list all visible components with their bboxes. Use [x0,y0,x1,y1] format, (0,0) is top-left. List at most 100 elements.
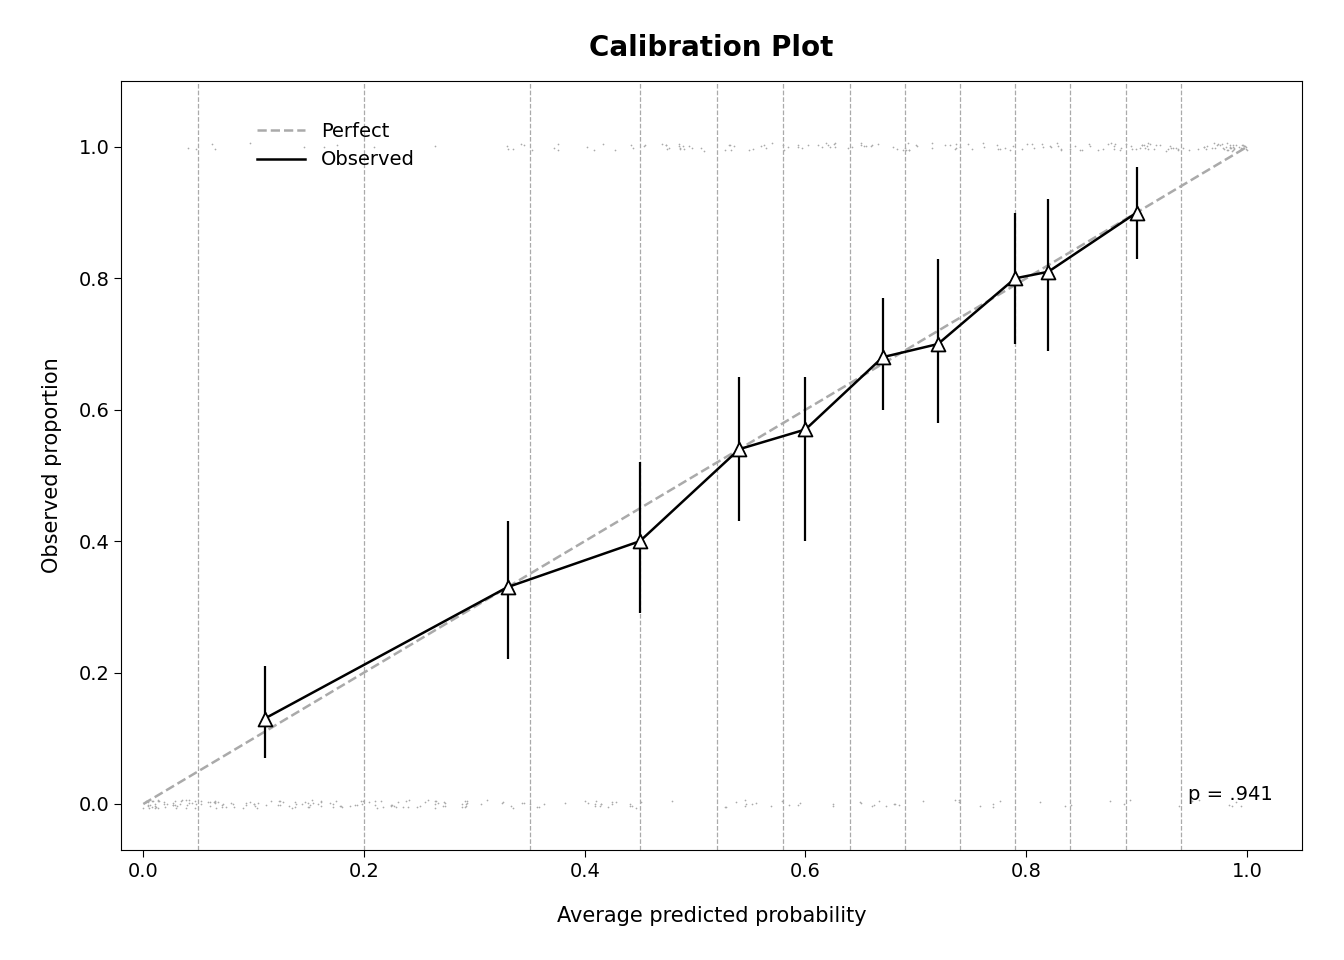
Point [986,141,1008,156]
Point [922,135,943,151]
Point [1003,138,1024,154]
Observed [930,338,946,349]
Point [849,137,871,153]
Point [271,794,293,809]
Point [585,799,606,814]
Point [142,794,164,809]
Point [754,137,775,153]
Point [185,797,207,812]
Point [655,137,676,153]
Point [220,795,242,810]
Point [989,793,1011,808]
Point [1133,138,1154,154]
Point [425,793,446,808]
Point [792,140,813,156]
Point [1110,142,1132,157]
Point [585,794,606,809]
Point [949,139,970,155]
Point [366,801,387,816]
Point [137,797,159,812]
Point [716,799,738,814]
Point [1173,140,1195,156]
Point [788,797,809,812]
Point [1047,138,1068,154]
Point [1120,138,1141,154]
Point [1071,142,1093,157]
Point [718,137,739,153]
Point [202,136,223,152]
Point [1050,142,1071,157]
Point [898,135,919,151]
Point [310,798,332,813]
Point [165,801,187,816]
Point [1129,140,1150,156]
Point [407,799,429,814]
Point [872,349,894,365]
Point [728,442,750,457]
Point [921,140,942,156]
Point [145,799,167,814]
Point [204,800,226,815]
Point [825,139,847,155]
Point [1137,135,1159,151]
Point [190,793,211,808]
Point [689,140,711,156]
Point [849,796,871,811]
Point [176,800,198,815]
Observed [257,713,273,725]
Point [310,793,332,808]
Point [1163,141,1184,156]
Point [327,137,348,153]
Point [773,143,794,158]
Point [1030,795,1051,810]
Point [1126,141,1148,156]
Point [243,796,265,811]
Point [1223,142,1245,157]
Point [284,794,305,809]
Point [1219,140,1241,156]
Point [1060,797,1082,812]
Point [734,798,755,813]
Point [204,793,226,808]
Point [358,795,379,810]
Point [972,135,993,151]
Point [1193,139,1215,155]
Point [433,799,454,814]
Point [207,794,228,809]
Point [1021,136,1043,152]
Point [1228,139,1250,155]
Point [1230,140,1251,156]
Point [476,793,497,808]
Point [320,795,341,810]
Point [153,795,175,810]
Point [141,800,163,815]
Point [625,800,646,815]
Point [1113,797,1134,812]
Point [773,137,794,153]
Point [633,138,655,154]
Point [694,143,715,158]
Point [302,796,324,811]
Point [1203,135,1224,151]
Point [816,135,837,151]
Point [1222,137,1243,153]
Point [148,793,169,808]
Point [1059,141,1081,156]
Point [1004,271,1025,286]
Point [321,800,343,815]
Point [1000,142,1021,157]
Point [156,797,177,812]
Point [895,142,917,157]
Point [329,798,351,813]
Point [778,797,800,812]
Point [715,799,737,814]
Point [1222,798,1243,813]
Point [883,139,905,155]
Point [254,711,276,727]
Point [655,137,676,153]
Point [589,798,610,813]
Point [948,793,969,808]
Point [1207,136,1228,152]
Point [898,142,919,157]
Point [169,793,191,808]
